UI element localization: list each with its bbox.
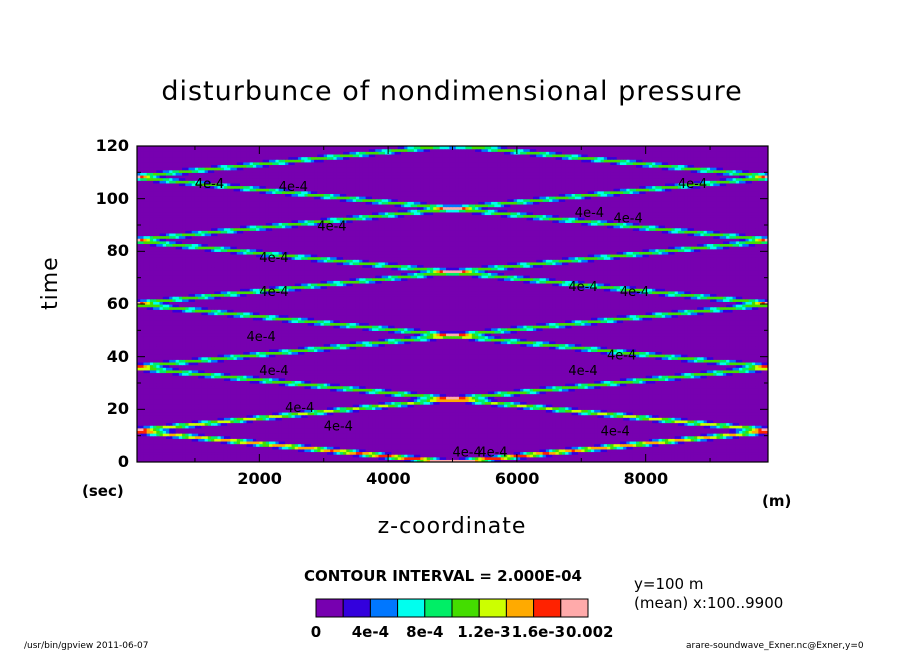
contour-fill-layer [137,146,769,463]
